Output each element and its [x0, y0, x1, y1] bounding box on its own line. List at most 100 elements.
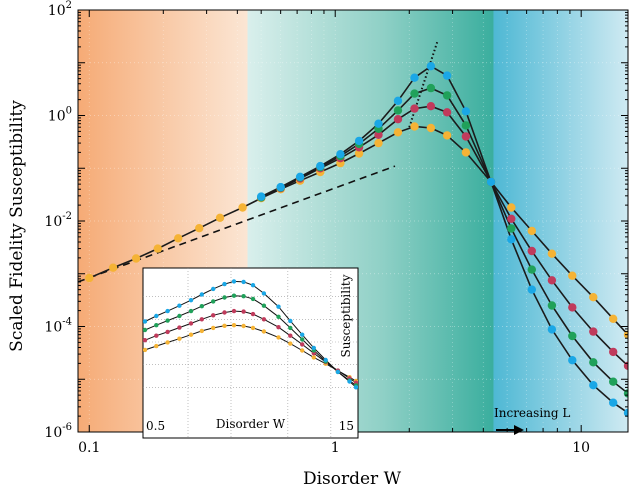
inset-data-point-series-3 — [335, 369, 341, 375]
inset-x-axis-title: Disorder W — [216, 417, 286, 431]
data-point-series-3 — [276, 182, 285, 192]
data-point-series-0 — [393, 128, 403, 137]
data-point-series-0 — [426, 123, 436, 133]
data-point-series-1 — [527, 246, 536, 256]
y-tick-label: 10-4 — [44, 317, 72, 336]
background-region-ergodic — [493, 10, 628, 432]
data-point-series-3 — [374, 119, 383, 128]
data-point-series-0 — [85, 273, 94, 283]
inset-data-point-series-2 — [143, 327, 148, 333]
data-point-series-3 — [609, 398, 618, 407]
data-point-series-3 — [486, 177, 496, 187]
inset-data-point-series-1 — [211, 313, 216, 318]
data-point-series-2 — [568, 331, 577, 341]
inset-data-point-series-3 — [188, 298, 194, 303]
inset-data-point-series-2 — [165, 318, 170, 323]
data-point-series-3 — [589, 381, 598, 390]
y-tick-label: 102 — [48, 0, 72, 19]
series-line-0 — [88, 125, 628, 336]
y-tick-label: 10-2 — [44, 211, 72, 230]
inset-data-point-series-1 — [276, 325, 281, 330]
x-axis-title: Disorder W — [303, 469, 402, 489]
data-point-series-0 — [442, 131, 452, 140]
data-point-series-3 — [336, 150, 345, 159]
inset-data-point-series-3 — [261, 291, 267, 296]
inset-data-point-series-3 — [288, 318, 293, 324]
data-point-series-2 — [442, 91, 452, 100]
data-point-series-0 — [238, 203, 247, 212]
inset-data-point-series-2 — [250, 296, 256, 302]
inset-data-point-series-2 — [276, 314, 281, 319]
inset-data-point-series-0 — [165, 340, 170, 345]
data-point-series-3 — [426, 61, 436, 71]
inset-data-point-series-1 — [250, 311, 256, 317]
data-point-series-2 — [547, 301, 557, 310]
inset-data-point-series-2 — [261, 303, 267, 308]
data-point-series-2 — [410, 89, 419, 98]
data-point-series-3 — [257, 192, 266, 201]
inset-data-point-series-3 — [347, 379, 352, 384]
inset-data-point-series-3 — [165, 308, 170, 314]
data-point-series-1 — [442, 108, 452, 117]
inset-data-point-series-0 — [222, 323, 227, 328]
data-point-series-0 — [195, 224, 204, 233]
y-tick-labels: 10-6 10-4 10-2 100 102 — [44, 0, 72, 441]
data-point-series-0 — [153, 244, 162, 253]
inset-y-axis-title: Susceptibility — [339, 274, 353, 357]
data-point-series-0 — [527, 226, 536, 236]
inset-x-tick-label: 0.5 — [146, 419, 165, 433]
data-point-series-1 — [426, 102, 436, 111]
inset-data-point-series-0 — [288, 341, 293, 346]
data-point-series-3 — [623, 408, 628, 418]
data-point-series-2 — [426, 83, 436, 93]
inset-data-point-series-1 — [288, 333, 293, 338]
data-point-series-0 — [108, 263, 118, 272]
x-tick-label: 1 — [331, 440, 340, 456]
inset-data-point-series-1 — [222, 310, 227, 315]
inset-data-point-series-3 — [300, 332, 305, 337]
inset-grid — [143, 268, 358, 438]
data-point-series-1 — [507, 214, 516, 223]
x-tick-label: 10 — [572, 440, 590, 456]
data-point-series-0 — [374, 138, 383, 148]
data-point-series-2 — [507, 224, 516, 233]
data-point-series-1 — [374, 130, 383, 139]
data-point-series-0 — [609, 314, 618, 323]
data-point-series-1 — [410, 104, 419, 113]
inset-data-point-series-0 — [311, 355, 316, 360]
data-point-series-3 — [316, 161, 325, 171]
data-point-series-3 — [527, 285, 536, 294]
inset-data-point-series-0 — [211, 325, 216, 331]
data-point-series-3 — [354, 136, 364, 146]
inset-data-point-series-2 — [177, 313, 182, 319]
inset-background — [142, 267, 359, 439]
increasing-l-annotation: Increasing L — [494, 406, 570, 435]
inset-data-point-series-1 — [188, 321, 194, 326]
inset-data-point-series-2 — [222, 295, 227, 300]
inset-data-point-series-3 — [154, 313, 159, 319]
inset-data-point-series-1 — [143, 338, 148, 343]
arrow-head-icon — [514, 425, 524, 435]
inset-data-point-series-0 — [261, 329, 267, 334]
inset-data-point-series-0 — [300, 348, 305, 353]
inset-data-point-series-3 — [177, 303, 182, 308]
data-point-series-3 — [393, 96, 403, 106]
inset-data-point-series-3 — [143, 319, 148, 324]
inset-data-point-series-3 — [323, 357, 328, 363]
plot-background — [78, 10, 628, 432]
data-point-series-3 — [461, 107, 471, 116]
data-point-series-0 — [568, 271, 577, 280]
inset-data-point-series-0 — [231, 323, 237, 328]
data-point-series-2 — [527, 265, 536, 274]
inset-data-point-series-0 — [143, 347, 148, 353]
inset-data-point-series-2 — [188, 308, 194, 314]
inset-panel: Disorder W 0.5 15 Susceptibility — [142, 267, 359, 439]
data-point-series-1 — [568, 303, 577, 312]
inset-data-point-series-2 — [300, 337, 305, 342]
inset-data-point-series-0 — [241, 323, 246, 329]
inset-data-point-series-1 — [154, 333, 159, 338]
data-point-series-2 — [393, 106, 403, 115]
inset-data-point-series-3 — [199, 292, 204, 297]
inset-data-point-series-2 — [154, 323, 159, 328]
inset-data-point-series-1 — [165, 329, 170, 335]
